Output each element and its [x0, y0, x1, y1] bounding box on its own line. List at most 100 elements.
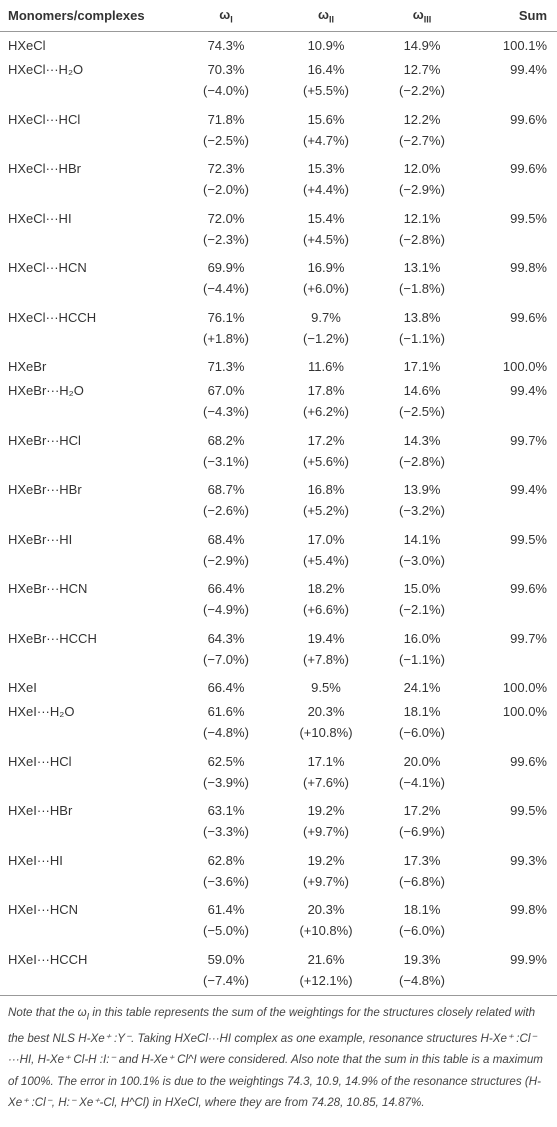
header-symbol: ω — [318, 6, 329, 22]
value-cell: 24.1% — [378, 674, 466, 698]
value: 9.5% — [311, 680, 341, 695]
value-cell: 99.4% — [466, 56, 557, 106]
table-row: HXeBr···HCN 66.4% (−4.9%) 18.2% (+6.6%) 15.0%… — [0, 575, 557, 625]
value: 18.1% — [403, 704, 441, 719]
value: 17.8% — [307, 383, 345, 398]
value-cell: 62.8% (−3.6%) — [178, 847, 274, 897]
change: (+5.2%) — [303, 503, 349, 518]
value-cell: 17.3% (−6.8%) — [378, 847, 466, 897]
table-row: HXeI···HCCH 59.0% (−7.4%) 21.6% (+12.1%) 19.3… — [0, 945, 557, 996]
value-cell: 16.9% (+6.0%) — [274, 254, 378, 304]
value: 12.2% — [403, 111, 441, 127]
row-name: HXeBr···HI — [8, 531, 73, 547]
value-cell: 99.3% — [466, 847, 557, 897]
value: 99.7% — [510, 432, 547, 448]
value-cell: 15.6% (+4.7%) — [274, 106, 378, 156]
value: 69.9% — [207, 260, 245, 275]
value: 16.0% — [403, 630, 441, 646]
row-name: HXeCl···H₂O — [8, 62, 84, 77]
value: 71.8% — [207, 111, 245, 127]
change: (−2.2%) — [399, 83, 445, 98]
value: 99.4% — [510, 62, 547, 77]
value: 99.4% — [510, 383, 547, 398]
change: (−1.8%) — [399, 281, 445, 296]
table-row: HXeCl···HCl 71.8% (−2.5%) 15.6% (+4.7%) 12.2%… — [0, 106, 557, 156]
change: (−2.6%) — [203, 503, 249, 518]
table-row: HXeBr 71.3% 11.6% 17.1% 100.0% — [0, 353, 557, 377]
value-cell: 11.6% — [274, 353, 378, 377]
value-cell: 61.4% (−5.0%) — [178, 896, 274, 946]
value-cell: 9.5% — [274, 674, 378, 698]
change: (+6.0%) — [303, 281, 349, 296]
value: 15.3% — [307, 161, 345, 176]
change: (+10.8%) — [299, 725, 353, 740]
change: (+5.4%) — [303, 552, 349, 568]
value-cell: 72.0% (−2.3%) — [178, 205, 274, 255]
change: (+6.6%) — [303, 602, 349, 617]
table-row: HXeCl···HCN 69.9% (−4.4%) 16.9% (+6.0%) 13.1%… — [0, 254, 557, 304]
value-cell: 19.4% (+7.8%) — [274, 625, 378, 675]
value: 12.7% — [403, 62, 441, 77]
value: 15.0% — [403, 581, 441, 596]
row-name: HXeI — [8, 680, 37, 695]
change: (−3.9%) — [203, 774, 249, 790]
row-name: HXeBr···HCCH — [8, 630, 97, 646]
value: 99.5% — [510, 803, 547, 818]
value: 20.0% — [403, 753, 441, 769]
change: (+5.6%) — [303, 453, 349, 469]
value: 14.3% — [403, 432, 441, 448]
value-cell: 99.7% — [466, 625, 557, 675]
value: 62.8% — [207, 852, 245, 868]
value: 100.0% — [502, 359, 547, 374]
table-row: HXeI···HI 62.8% (−3.6%) 19.2% (+9.7%) 17.3% (−… — [0, 847, 557, 897]
value-cell: 99.9% — [466, 945, 557, 996]
change: (−5.0%) — [203, 923, 249, 938]
value: 21.6% — [307, 951, 345, 967]
value-cell: 13.8% (−1.1%) — [378, 304, 466, 354]
change: (−3.2%) — [399, 503, 445, 518]
value-cell: 17.2% (−6.9%) — [378, 797, 466, 847]
value-cell: 99.6% — [466, 304, 557, 354]
change: (−2.0%) — [203, 182, 249, 197]
row-name: HXeI···HI — [8, 852, 63, 868]
row-name: HXeCl···HCCH — [8, 309, 97, 325]
change: (+7.8%) — [303, 651, 349, 667]
value-cell: 19.2% (+9.7%) — [274, 797, 378, 847]
header-subscript: I — [230, 14, 233, 25]
row-name: HXeCl···HBr — [8, 161, 81, 176]
change: (−4.1%) — [399, 774, 445, 790]
value-cell: 69.9% (−4.4%) — [178, 254, 274, 304]
change: (+6.2%) — [303, 404, 349, 419]
value: 68.4% — [207, 531, 245, 547]
change: (−2.1%) — [399, 602, 445, 617]
header-subscript: III — [423, 14, 432, 25]
row-name: HXeCl···HCN — [8, 260, 87, 275]
row-name: HXeBr···HCN — [8, 581, 88, 596]
change: (−3.0%) — [399, 552, 445, 568]
value-cell: 99.4% — [466, 476, 557, 526]
value-cell: 72.3% (−2.0%) — [178, 155, 274, 205]
table-note: Note that the ωI in this table represent… — [0, 996, 557, 1113]
value-cell: 16.0% (−1.1%) — [378, 625, 466, 675]
value-cell: 9.7% (−1.2%) — [274, 304, 378, 354]
header-symbol: ω — [412, 6, 424, 22]
table-row: HXeBr···HCl 68.2% (−3.1%) 17.2% (+5.6%) 14.3%… — [0, 427, 557, 477]
value: 17.2% — [403, 803, 441, 818]
row-name: HXeI···HCN — [8, 902, 79, 917]
change: (+4.7%) — [303, 132, 349, 148]
value-cell: 99.8% — [466, 896, 557, 946]
change: (−4.8%) — [203, 725, 249, 740]
row-name: HXeCl···HCl — [8, 111, 81, 127]
value-cell: 99.6% — [466, 155, 557, 205]
value: 61.4% — [207, 902, 245, 917]
value-cell: 99.6% — [466, 748, 557, 798]
row-name: HXeBr — [8, 359, 47, 374]
value: 17.1% — [403, 359, 441, 374]
value-cell: 61.6% (−4.8%) — [178, 698, 274, 748]
value: 19.3% — [403, 951, 441, 967]
change: (−6.0%) — [399, 923, 445, 938]
change: (−4.3%) — [203, 404, 249, 419]
change: (−4.4%) — [203, 281, 249, 296]
table-row: HXeI···HCN 61.4% (−5.0%) 20.3% (+10.8%) 18.1%… — [0, 896, 557, 946]
